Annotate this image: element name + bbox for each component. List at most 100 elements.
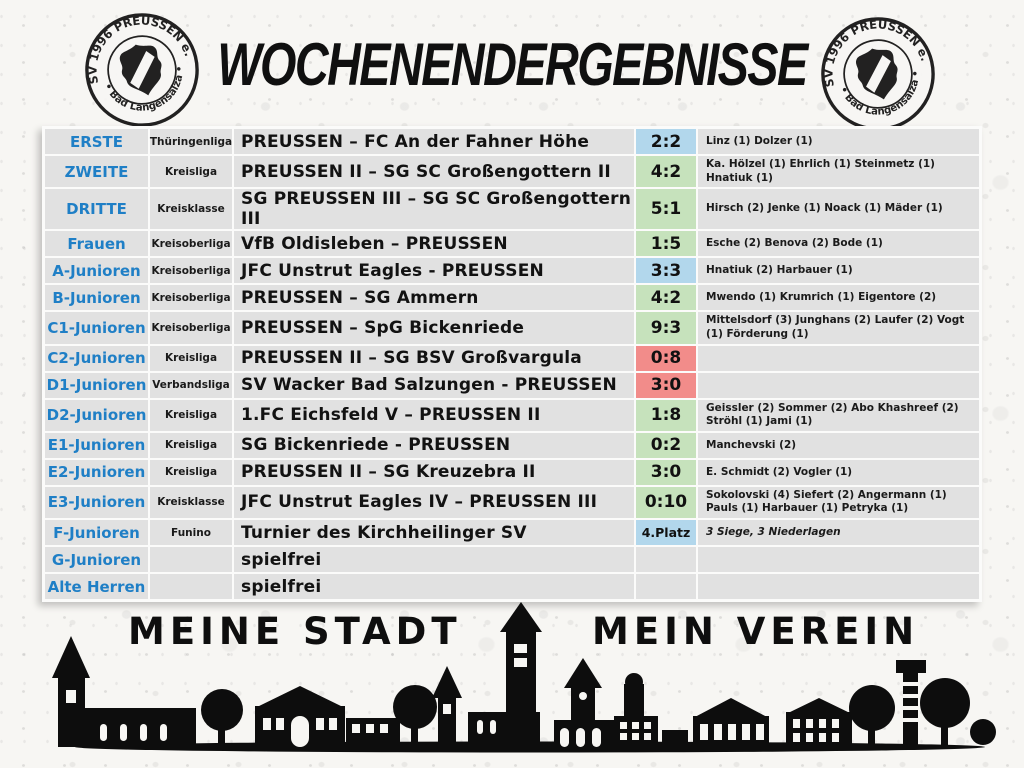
score-badge: 1:5 xyxy=(636,231,696,257)
match-fixture: PREUSSEN – SG Ammern xyxy=(234,285,634,311)
score-badge: 4.Platz xyxy=(636,520,696,546)
table-row: E1-Junioren Kreisliga SG Bickenriede - P… xyxy=(45,432,979,458)
team-name: ERSTE xyxy=(45,129,148,154)
scorers-list: Ka. Hölzel (1) Ehrlich (1) Steinmetz (1)… xyxy=(698,156,979,188)
table-row: Alte Herren spielfrei xyxy=(45,574,979,600)
score-badge: 2:2 xyxy=(636,129,696,154)
score-badge: 9:3 xyxy=(636,312,696,344)
table-row: D1-Junioren Verbandsliga SV Wacker Bad S… xyxy=(45,372,979,398)
scorers-list: Hirsch (2) Jenke (1) Noack (1) Mäder (1) xyxy=(698,189,979,230)
team-name: E1-Junioren xyxy=(45,432,148,458)
match-fixture: PREUSSEN II – SG Kreuzebra II xyxy=(234,459,634,485)
score-badge: 0:8 xyxy=(636,345,696,371)
table-row: E3-Junioren Kreisklasse JFC Unstrut Eagl… xyxy=(45,486,979,519)
team-name: Alte Herren xyxy=(45,574,148,600)
score-badge: 4:2 xyxy=(636,156,696,188)
team-name: Frauen xyxy=(45,231,148,257)
table-row: Frauen Kreisoberliga VfB Oldisleben – PR… xyxy=(45,231,979,257)
match-fixture: PREUSSEN – SpG Bickenriede xyxy=(234,312,634,344)
table-row: F-Junioren Funino Turnier des Kirchheili… xyxy=(45,520,979,546)
scorers-list: Mwendo (1) Krumrich (1) Eigentore (2) xyxy=(698,285,979,311)
table-row: ZWEITE Kreisliga PREUSSEN II – SG SC Gro… xyxy=(45,156,979,188)
score-badge: 5:1 xyxy=(636,189,696,230)
score-badge: 4:2 xyxy=(636,285,696,311)
score-badge: 0:10 xyxy=(636,486,696,519)
league-label: Kreisoberliga xyxy=(150,312,232,344)
league-label: Verbandsliga xyxy=(150,372,232,398)
club-crest-right-icon: FSV 1996 PREUSSEN e.V. • Bad Langensalza … xyxy=(802,0,947,143)
match-fixture: PREUSSEN II – SG BSV Großvargula xyxy=(234,345,634,371)
team-name: E2-Junioren xyxy=(45,459,148,485)
scorers-list: 3 Siege, 3 Niederlagen xyxy=(698,520,979,546)
match-fixture: JFC Unstrut Eagles - PREUSSEN xyxy=(234,258,634,284)
scorers-list: Hnatiuk (2) Harbauer (1) xyxy=(698,258,979,284)
table-row: C1-Junioren Kreisoberliga PREUSSEN – SpG… xyxy=(45,312,979,344)
scorers-list: Sokolovski (4) Siefert (2) Angermann (1)… xyxy=(698,486,979,519)
league-label: Kreisklasse xyxy=(150,486,232,519)
team-name: C2-Junioren xyxy=(45,345,148,371)
league-label: Kreisoberliga xyxy=(150,285,232,311)
match-fixture: JFC Unstrut Eagles IV – PREUSSEN III xyxy=(234,486,634,519)
league-label: Funino xyxy=(150,520,232,546)
score-badge: 3:0 xyxy=(636,372,696,398)
league-label: Kreisoberliga xyxy=(150,231,232,257)
score-badge xyxy=(636,574,696,600)
league-label: Kreisliga xyxy=(150,399,232,431)
match-fixture: PREUSSEN – FC An der Fahner Höhe xyxy=(234,129,634,154)
team-name: D2-Junioren xyxy=(45,399,148,431)
match-fixture: spielfrei xyxy=(234,574,634,600)
match-fixture: Turnier des Kirchheilinger SV xyxy=(234,520,634,546)
match-fixture: spielfrei xyxy=(234,547,634,573)
city-skyline-graphic xyxy=(52,602,996,753)
scorers-list: Linz (1) Dolzer (1) xyxy=(698,129,979,154)
league-label: Kreisliga xyxy=(150,432,232,458)
table-row: E2-Junioren Kreisliga PREUSSEN II – SG K… xyxy=(45,459,979,485)
slogan-meine-stadt: MEINE STADT xyxy=(128,610,462,653)
table-row: A-Junioren Kreisoberliga JFC Unstrut Eag… xyxy=(45,258,979,284)
match-fixture: SG Bickenriede - PREUSSEN xyxy=(234,432,634,458)
league-label xyxy=(150,574,232,600)
slogan-mein-verein: MEIN VEREIN xyxy=(592,610,920,653)
table-row: DRITTE Kreisklasse SG PREUSSEN III – SG … xyxy=(45,189,979,230)
league-label xyxy=(150,547,232,573)
scorers-list xyxy=(698,547,979,573)
score-badge: 0:2 xyxy=(636,432,696,458)
match-fixture: SV Wacker Bad Salzungen - PREUSSEN xyxy=(234,372,634,398)
team-name: B-Junioren xyxy=(45,285,148,311)
score-badge: 1:8 xyxy=(636,399,696,431)
match-fixture: 1.FC Eichsfeld V – PREUSSEN II xyxy=(234,399,634,431)
league-label: Kreisklasse xyxy=(150,189,232,230)
table-row: ERSTE Thüringenliga PREUSSEN – FC An der… xyxy=(45,129,979,154)
scorers-list: Esche (2) Benova (2) Bode (1) xyxy=(698,231,979,257)
table-row: B-Junioren Kreisoberliga PREUSSEN – SG A… xyxy=(45,285,979,311)
score-badge xyxy=(636,547,696,573)
match-fixture: VfB Oldisleben – PREUSSEN xyxy=(234,231,634,257)
team-name: D1-Junioren xyxy=(45,372,148,398)
scorers-list xyxy=(698,372,979,398)
team-name: C1-Junioren xyxy=(45,312,148,344)
score-badge: 3:0 xyxy=(636,459,696,485)
league-label: Kreisliga xyxy=(150,345,232,371)
match-fixture: SG PREUSSEN III – SG SC Großengottern II… xyxy=(234,189,634,230)
scorers-list: Geissler (2) Sommer (2) Abo Khashreef (2… xyxy=(698,399,979,431)
results-table: ERSTE Thüringenliga PREUSSEN – FC An der… xyxy=(42,126,982,603)
table-row: C2-Junioren Kreisliga PREUSSEN II – SG B… xyxy=(45,345,979,371)
team-name: ZWEITE xyxy=(45,156,148,188)
scorers-list xyxy=(698,345,979,371)
scorers-list xyxy=(698,574,979,600)
team-name: G-Junioren xyxy=(45,547,148,573)
page-title: WOCHENENDERGEBNISSE xyxy=(217,31,808,98)
match-fixture: PREUSSEN II – SG SC Großengottern II xyxy=(234,156,634,188)
scorers-list: E. Schmidt (2) Vogler (1) xyxy=(698,459,979,485)
league-label: Thüringenliga xyxy=(150,129,232,154)
team-name: E3-Junioren xyxy=(45,486,148,519)
team-name: F-Junioren xyxy=(45,520,148,546)
league-label: Kreisliga xyxy=(150,459,232,485)
score-badge: 3:3 xyxy=(636,258,696,284)
table-row: D2-Junioren Kreisliga 1.FC Eichsfeld V –… xyxy=(45,399,979,431)
scorers-list: Manchevski (2) xyxy=(698,432,979,458)
league-label: Kreisoberliga xyxy=(150,258,232,284)
league-label: Kreisliga xyxy=(150,156,232,188)
scorers-list: Mittelsdorf (3) Junghans (2) Laufer (2) … xyxy=(698,312,979,344)
